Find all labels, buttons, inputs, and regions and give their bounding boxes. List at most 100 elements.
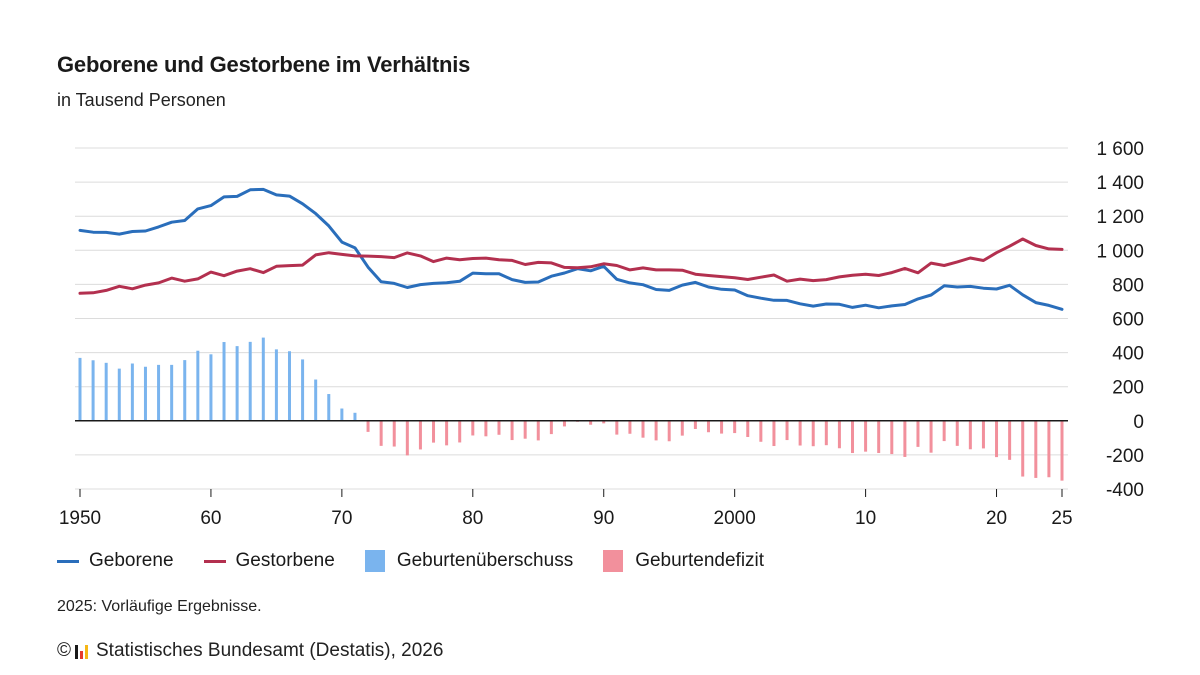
surplus-bar [274, 349, 278, 421]
deficit-bar [562, 420, 566, 427]
surplus-bar [117, 368, 121, 421]
deficit-bar [903, 420, 907, 457]
deficit-bar [628, 420, 632, 434]
deficit-bar [1021, 420, 1025, 477]
legend-item-surplus: Geburtenüberschuss [364, 550, 574, 572]
copyright-symbol: © [57, 640, 71, 661]
x-tick-label: 80 [462, 508, 483, 529]
deficit-bar [641, 420, 645, 438]
y-tick-label: 400 [1112, 344, 1144, 365]
deficit-bar [733, 420, 737, 434]
legend-label-died: Gestorbene [235, 550, 335, 571]
deficit-bar [680, 420, 684, 436]
deficit-bar [471, 420, 475, 436]
legend-item-born: Geborene [57, 550, 174, 572]
deficit-bar [497, 420, 501, 435]
grid-lines [75, 147, 1068, 490]
legend-item-deficit: Geburtendefizit [603, 550, 764, 572]
y-tick-label: 1 600 [1096, 139, 1144, 160]
source-line: © Statistisches Bundesamt (Destatis), 20… [57, 640, 443, 662]
surplus-bar [130, 363, 134, 421]
x-tick-label: 1950 [59, 508, 101, 529]
chart-subtitle: in Tausend Personen [57, 90, 226, 110]
surplus-bar [91, 360, 95, 421]
deficit-bar [549, 420, 553, 435]
deficit-bar [405, 420, 409, 456]
deficit-bar [942, 420, 946, 442]
x-tick-label: 60 [200, 508, 221, 529]
deficit-bar [523, 420, 527, 439]
y-tick-label: 800 [1112, 275, 1144, 296]
deficit-bar [759, 420, 763, 442]
deficit-bar [785, 420, 789, 441]
deficit-bar [667, 420, 671, 442]
line-series [78, 187, 1064, 311]
deficit-bar [890, 420, 894, 455]
surplus-bar [157, 364, 161, 421]
deficit-bar [379, 420, 383, 446]
legend-label-born: Geborene [89, 550, 174, 571]
legend-label-deficit: Geburtendefizit [635, 550, 765, 571]
surplus-bar [248, 341, 252, 421]
deficit-bar [484, 420, 488, 437]
y-tick-label: 200 [1112, 378, 1144, 399]
surplus-bar [314, 379, 318, 421]
x-tick-label: 2000 [714, 508, 756, 529]
surplus-bar [353, 412, 357, 421]
deficit-bar [1008, 420, 1012, 460]
footnote: 2025: Vorläufige Ergebnisse. [57, 598, 262, 615]
surplus-bar [209, 354, 213, 421]
deficit-bar [824, 420, 828, 446]
deficit-bar [432, 420, 436, 443]
x-tick-label: 20 [986, 508, 1007, 529]
deficit-bar [772, 420, 776, 447]
deficit-bar [877, 420, 881, 454]
deficit-bar [798, 420, 802, 446]
bar-series [78, 337, 1064, 481]
surplus-bar [170, 364, 174, 421]
legend-swatch-born [57, 559, 79, 563]
x-tick-label: 25 [1051, 508, 1072, 529]
deficit-bar [366, 420, 370, 432]
surplus-bar [340, 408, 344, 421]
deficit-bar [851, 420, 855, 454]
surplus-bar [196, 350, 200, 421]
deficit-bar [995, 420, 999, 458]
surplus-bar [287, 351, 291, 421]
surplus-bar [104, 362, 108, 421]
deficit-bar [1034, 420, 1038, 478]
y-tick-label: 1 000 [1096, 241, 1144, 262]
surplus-bar [222, 342, 226, 421]
y-tick-label: 1 400 [1096, 173, 1144, 194]
deficit-bar [968, 420, 972, 450]
x-tick-label: 70 [331, 508, 352, 529]
y-tick-label: 600 [1112, 310, 1144, 331]
chart-title: Geborene und Gestorbene im Verhältnis [57, 52, 471, 77]
deficit-bar [458, 420, 462, 443]
deficit-bar [929, 420, 933, 453]
deficit-bar [654, 420, 658, 441]
legend-swatch-died [203, 559, 226, 563]
surplus-bar [261, 337, 265, 421]
legend-label-surplus: Geburtenüberschuss [396, 550, 574, 571]
surplus-bar [78, 357, 82, 421]
legend-swatch-deficit [603, 550, 624, 572]
destatis-logo-icon [75, 643, 90, 659]
chart-canvas: -400 -200 0 200 400 600 800 1 000 1 200 1 400 1 60… [59, 139, 1144, 529]
deficit-bar [1047, 420, 1051, 478]
surplus-bar [327, 394, 331, 421]
deficit-bar [955, 420, 959, 446]
deficit-bar [837, 420, 841, 449]
y-tick-label: 0 [1133, 412, 1144, 433]
died-line [78, 237, 1064, 295]
deficit-bar [720, 420, 724, 434]
y-tick-label: 1 200 [1096, 207, 1144, 228]
deficit-bar [916, 420, 920, 447]
x-tick-label: 90 [593, 508, 614, 529]
deficit-bar [864, 420, 868, 452]
born-line [78, 187, 1064, 311]
deficit-bar [1060, 420, 1064, 481]
y-tick-label: -400 [1106, 480, 1144, 501]
surplus-bar [143, 366, 147, 421]
deficit-bar [811, 420, 815, 447]
